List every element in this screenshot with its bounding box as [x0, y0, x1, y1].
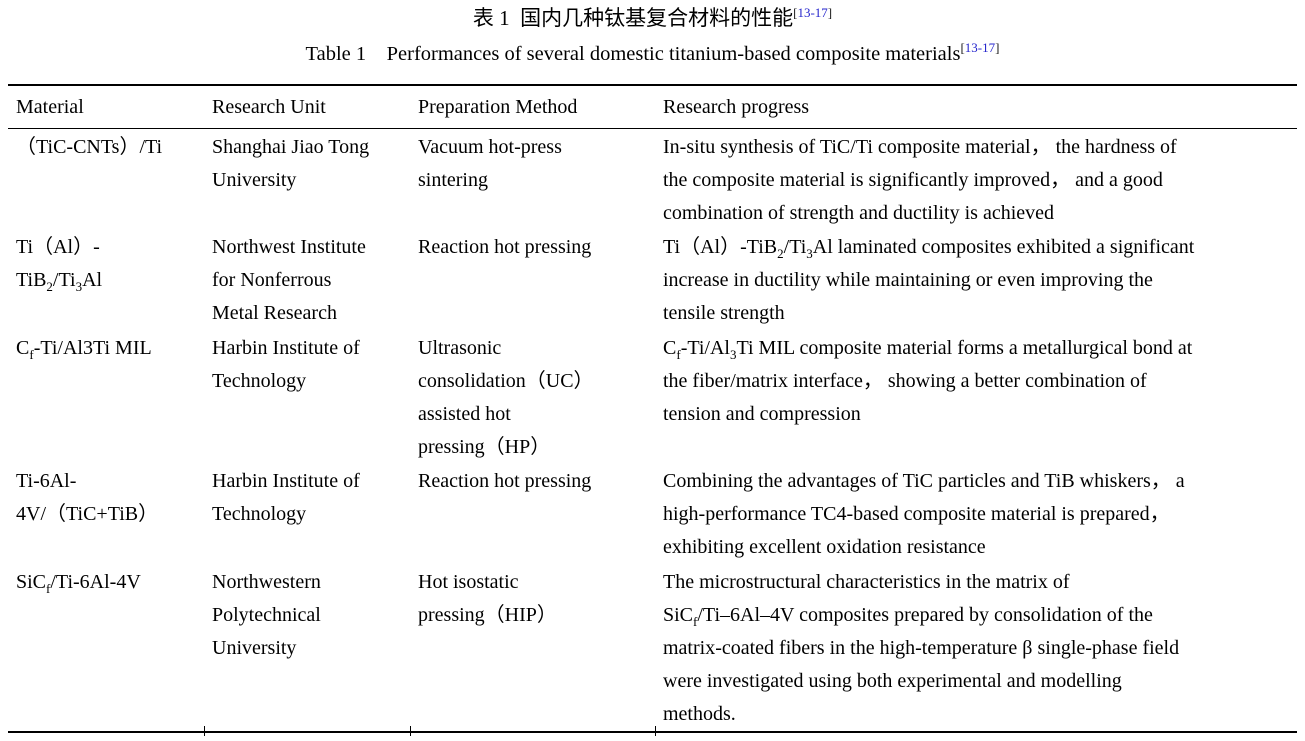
- cell-research-progress: Cf-Ti/Al3Ti MIL composite material forms…: [663, 336, 1193, 425]
- cell-preparation-method: Reaction hot pressing: [418, 236, 592, 258]
- table-row: Ti（Al）- TiB2/Ti3Al Northwest Institute for…: [8, 230, 1297, 331]
- column-header-preparation-method: Preparation Method: [410, 85, 655, 129]
- cell-research-progress: Combining the advantages of TiC particle…: [663, 470, 1185, 558]
- table-row: Ti-6Al- 4V/（TiC+TiB） Harbin Institute of T…: [8, 464, 1297, 565]
- cell-research-unit: Northwest Institute for Nonferrous Metal R…: [212, 236, 366, 324]
- citation-numbers[interactable]: 13-17: [797, 5, 828, 20]
- cell-research-progress: Ti（Al）-TiB2/Ti3Al laminated composites e…: [663, 236, 1195, 324]
- citation-bracket-open: [: [960, 40, 965, 56]
- cell-research-unit: Harbin Institute of Technology: [212, 470, 360, 525]
- cell-research-progress: In-situ synthesis of TiC/Ti composite ma…: [663, 135, 1177, 224]
- citation-numbers[interactable]: 13-17: [964, 40, 996, 56]
- table-title-english-text: Table 1 Performances of several domestic…: [305, 43, 961, 65]
- cell-preparation-method: Hot isostatic pressing（HIP）: [418, 570, 557, 626]
- cell-material: Ti（Al）- TiB2/Ti3Al: [16, 236, 103, 294]
- cell-material: Cf-Ti/Al3Ti MIL: [16, 336, 152, 362]
- table-row: （TiC-CNTs）/Ti Shanghai Jiao Tong Universi…: [8, 129, 1297, 230]
- cell-research-unit: Shanghai Jiao Tong University: [212, 135, 370, 191]
- table-title-chinese: 表 1 国内几种钛基复合材料的性能[13-17]: [0, 3, 1305, 33]
- table-title-chinese-text: 表 1 国内几种钛基复合材料的性能: [472, 6, 794, 30]
- column-divider-tick: [204, 726, 206, 736]
- column-divider-tick: [655, 726, 657, 736]
- citation-superscript[interactable]: [13-17]: [960, 40, 999, 55]
- cell-material: SiCf/Ti-6Al-4V: [16, 570, 141, 596]
- cell-research-unit: Northwestern Polytechnical University: [212, 570, 321, 659]
- cell-preparation-method: Vacuum hot-press sintering: [418, 135, 562, 191]
- citation-bracket-open: [: [793, 5, 798, 20]
- materials-table: Material Research Unit Preparation Metho…: [8, 84, 1297, 733]
- cell-preparation-method: Reaction hot pressing: [418, 470, 592, 492]
- column-header-research-progress: Research progress: [655, 85, 1297, 129]
- citation-superscript[interactable]: [13-17]: [793, 5, 832, 20]
- table-row: SiCf/Ti-6Al-4V Northwestern Polytechnical…: [8, 564, 1297, 732]
- cell-research-progress: The microstructural characteristics in t…: [663, 570, 1180, 725]
- cell-research-unit: Harbin Institute of Technology: [212, 336, 360, 392]
- cell-preparation-method: Ultrasonic consolidation（UC） assisted hot p…: [418, 336, 594, 458]
- column-header-material: Material: [8, 85, 204, 129]
- table-row: Cf-Ti/Al3Ti MIL Harbin Institute of Techn…: [8, 330, 1297, 464]
- table-title-english: Table 1 Performances of several domestic…: [0, 39, 1305, 69]
- cell-material: （TiC-CNTs）/Ti: [16, 135, 163, 158]
- column-divider-tick: [410, 726, 412, 736]
- citation-bracket-close: ]: [995, 40, 1000, 56]
- cell-material: Ti-6Al- 4V/（TiC+TiB）: [16, 470, 159, 525]
- citation-bracket-close: ]: [827, 5, 833, 20]
- column-header-research-unit: Research Unit: [204, 85, 410, 129]
- table-caption-block: 表 1 国内几种钛基复合材料的性能[13-17] Table 1 Perform…: [0, 3, 1305, 69]
- table-header-row: Material Research Unit Preparation Metho…: [8, 85, 1297, 129]
